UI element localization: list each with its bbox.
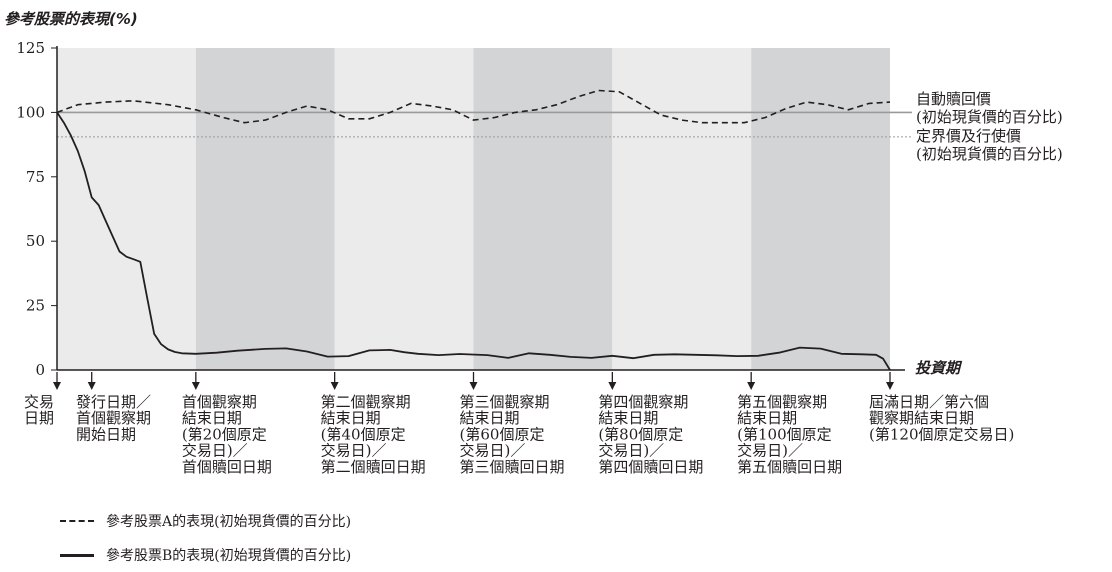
period-marker-label: (第60個原定 [460,425,545,443]
period-marker-label: 第三個贖回日期 [460,458,565,476]
y-tick-label: 50 [26,232,45,250]
reference-lines: 自動贖回價(初始現貨價的百分比)定界價及行使價(初始現貨價的百分比) [57,90,1063,163]
period-marker-label: 首個觀察期 [182,393,257,411]
period-marker-label: 交易日)／ [460,442,526,460]
period-marker-label: 日期 [24,409,54,427]
period-band [195,48,335,370]
period-marker-label: 結束日期 [598,409,658,427]
period-marker-label: 第二個觀察期 [321,393,411,411]
series-lines [56,89,891,371]
period-marker-label: 結束日期 [182,409,242,427]
legend-label-a: 參考股票A的表現(初始現貨價的百分比) [106,514,352,530]
period-marker-label: 交易日)／ [321,442,387,460]
series-b-line [56,111,891,371]
period-band [473,48,613,370]
period-marker-label: 觀察期結束日期 [869,409,974,427]
period-band [612,48,752,370]
x-axis-label: 投資期 [915,359,963,377]
legend-item-b: 參考股票B的表現(初始現貨價的百分比) [60,545,351,565]
period-marker-label: 屆滿日期／第六個 [869,393,989,411]
period-band [334,48,474,370]
dashed-line-swatch [60,520,94,522]
period-marker-label: 交易日)／ [598,442,664,460]
period-marker-label: (第20個原定 [182,425,267,443]
period-marker-label: 結束日期 [321,409,381,427]
y-tick-label: 125 [16,39,45,57]
period-marker-label: 第五個贖回日期 [737,458,842,476]
arrow-down-icon [87,382,96,390]
period-marker-label: 首個贖回日期 [182,458,272,476]
period-marker-label: 交易日)／ [182,442,248,460]
period-marker-label: 第五個觀察期 [737,393,827,411]
arrow-down-icon [469,382,478,390]
arrow-down-icon [608,382,617,390]
period-marker-label: (第40個原定 [321,425,406,443]
period-marker-label: 首個觀察期 [76,409,151,427]
period-band [57,48,196,370]
barrier-label: (初始現貨價的百分比) [916,145,1063,163]
autocall-label: (初始現貨價的百分比) [916,108,1063,126]
solid-line-swatch [60,553,94,557]
period-marker-label: 交易日)／ [737,442,803,460]
y-tick-label: 25 [26,297,45,315]
y-ticks: 0 25 50 75 100 125 [16,39,57,379]
axes [56,46,905,371]
period-marker-label: 開始日期 [76,425,136,443]
period-marker-label: 結束日期 [460,409,520,427]
y-tick-label: 100 [16,103,45,121]
arrow-down-icon [330,382,339,390]
period-markers: 交易日期發行日期／首個觀察期開始日期首個觀察期結束日期(第20個原定交易日)／首… [24,372,1014,476]
period-marker-label: 第四個觀察期 [598,393,688,411]
barrier-label: 定界價及行使價 [916,127,1021,145]
period-marker-label: 第二個贖回日期 [321,458,426,476]
y-tick-label: 0 [35,361,45,379]
period-marker-label: 交易 [24,393,54,411]
y-tick-label: 75 [26,168,45,186]
period-marker-label: 結束日期 [737,409,797,427]
legend-label-b: 參考股票B的表現(初始現貨價的百分比) [106,548,352,564]
period-marker-label: 發行日期／ [76,393,151,411]
arrow-down-icon [747,382,756,390]
arrow-down-icon [886,382,894,390]
autocall-label: 自動贖回價 [916,90,991,108]
arrow-down-icon [191,382,200,390]
period-marker-label: 第三個觀察期 [460,393,550,411]
period-band [751,48,890,370]
arrow-down-icon [53,382,61,390]
period-marker-label: 第四個贖回日期 [598,458,703,476]
legend-item-a: 參考股票A的表現(初始現貨價的百分比) [60,511,351,531]
period-marker-label: (第100個原定 [737,425,831,443]
period-bands [57,48,890,370]
period-marker-label: (第80個原定 [598,425,683,443]
y-axis-label: 參考股票的表現(%) [4,10,138,28]
series-a-line [56,89,891,124]
period-marker-label: (第120個原定交易日) [869,425,1014,443]
